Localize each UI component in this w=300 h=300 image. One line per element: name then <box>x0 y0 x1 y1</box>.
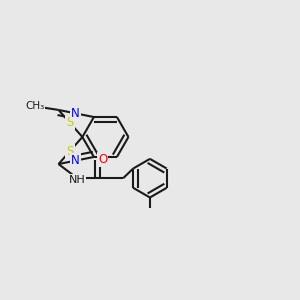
Text: S: S <box>66 116 74 129</box>
Text: NH: NH <box>69 175 86 185</box>
Text: O: O <box>98 153 107 166</box>
Text: N: N <box>71 154 80 167</box>
Text: S: S <box>66 145 74 158</box>
Text: N: N <box>71 107 80 120</box>
Text: CH₃: CH₃ <box>25 101 44 111</box>
